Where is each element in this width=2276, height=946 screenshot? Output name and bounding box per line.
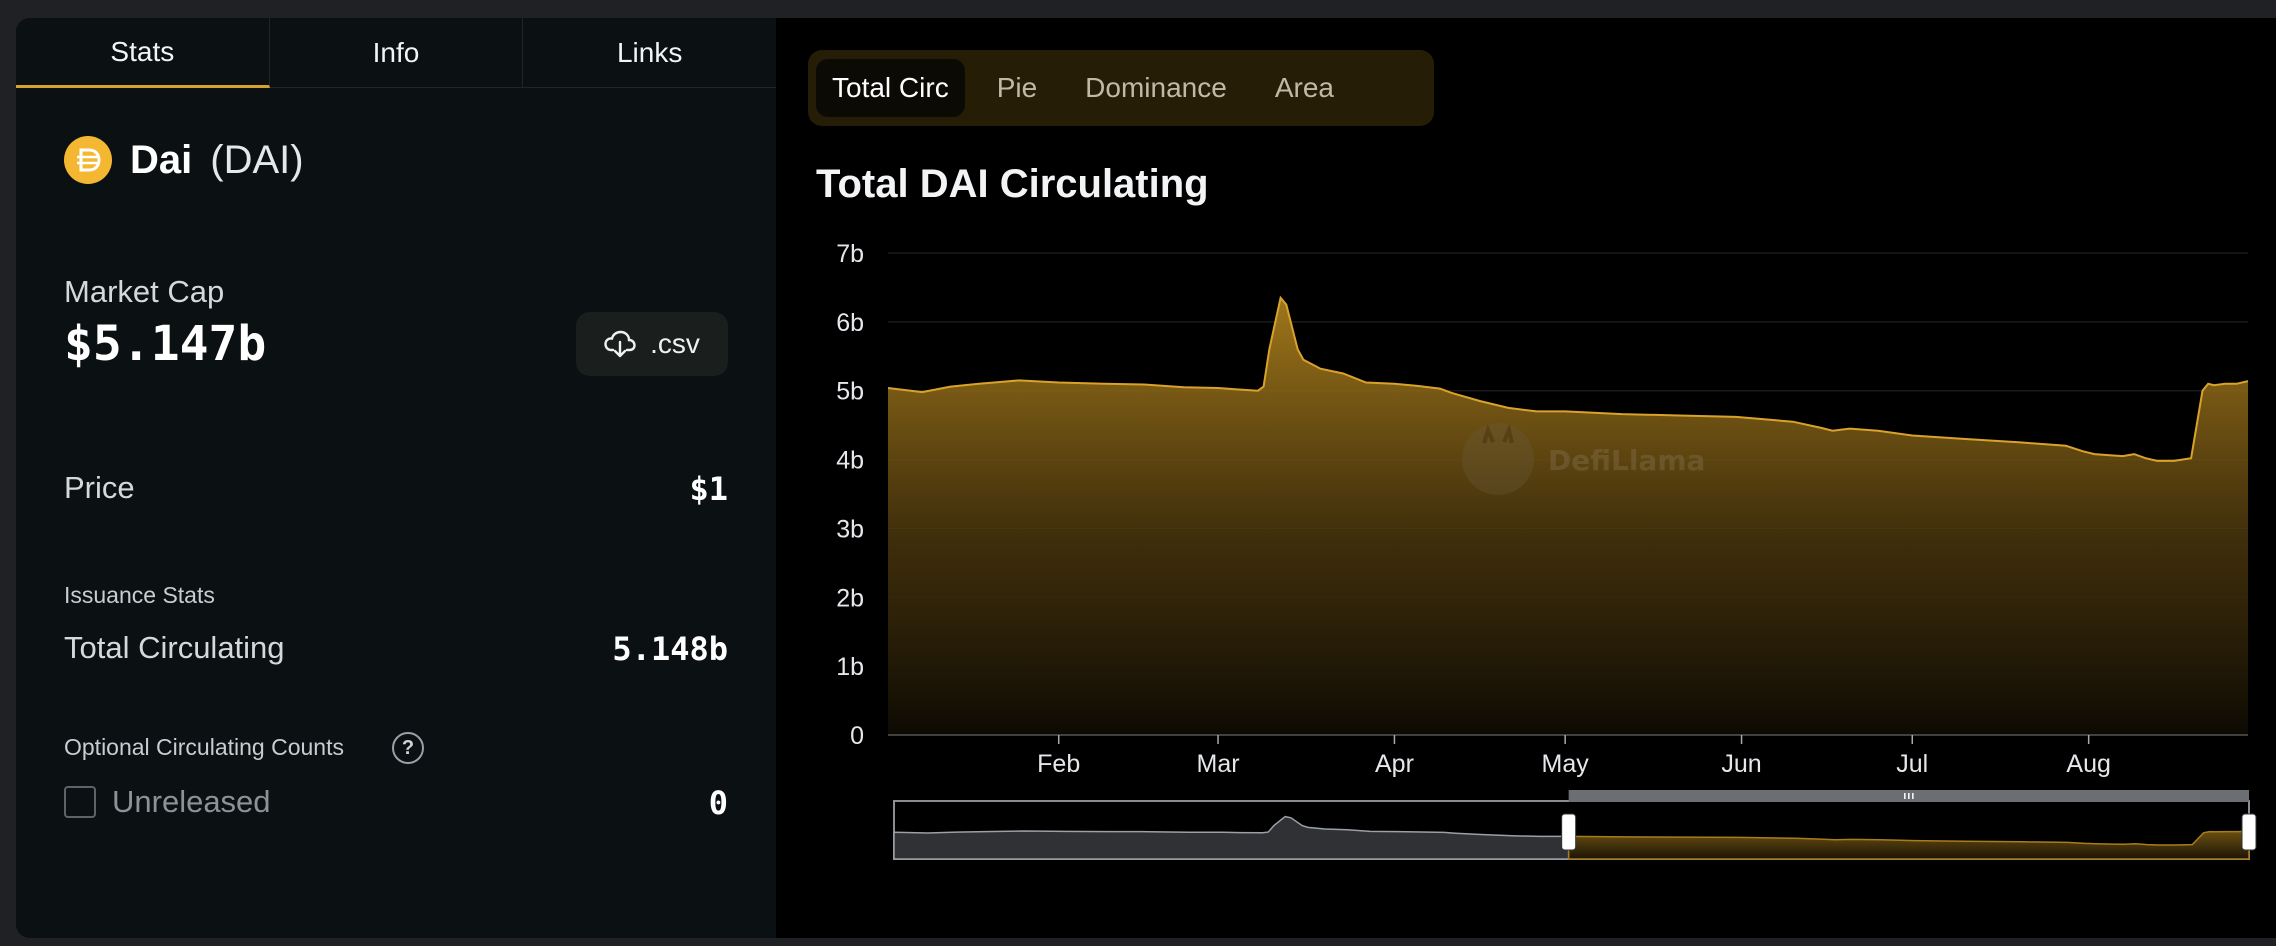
tab-links[interactable]: Links (523, 18, 777, 88)
app-frame: Stats Info Links Dai (DAI) Market Cap $5… (16, 18, 2276, 938)
issuance-stats-label: Issuance Stats (64, 582, 215, 608)
chart-panel: Total Circ Pie Dominance Area Total DAI … (776, 18, 2276, 938)
brush-selected-area (1567, 830, 2250, 860)
x-tick-label: Jun (1721, 750, 1761, 778)
y-tick-label: 6b (836, 309, 864, 337)
market-cap-label: Market Cap (64, 274, 225, 309)
y-axis: 0 1b 2b 3b 4b 5b 6b 7b (836, 240, 864, 750)
download-csv-button[interactable]: .csv (576, 312, 728, 376)
y-tick-label: 5b (836, 378, 864, 406)
tab-info[interactable]: Info (269, 18, 524, 88)
total-circulating-label: Total Circulating (64, 630, 285, 665)
y-tick-label: 2b (836, 584, 864, 612)
defillama-watermark: DefiLlama (1462, 423, 1705, 495)
tab-area[interactable]: Area (1274, 72, 1334, 103)
tab-stats[interactable]: Stats (16, 18, 270, 88)
circulating-area (888, 297, 2248, 735)
brush-handle-right[interactable] (2241, 813, 2257, 851)
y-tick-label: 0 (850, 722, 864, 750)
chart-title: Total DAI Circulating (816, 162, 1209, 206)
help-icon[interactable]: ? (392, 732, 424, 764)
csv-label: .csv (650, 328, 700, 359)
y-tick-label: 3b (836, 515, 864, 543)
tab-pie[interactable]: Pie (996, 72, 1038, 103)
total-circulating-value: 5.148b (612, 630, 728, 668)
x-tick-label: Jul (1896, 750, 1928, 778)
range-selector[interactable] (893, 790, 2257, 860)
x-tick-label: Aug (2066, 750, 2110, 778)
price-value: $1 (689, 470, 728, 508)
x-tick-label: Mar (1197, 750, 1240, 778)
circulating-line (887, 295, 2249, 462)
stats-panel: Stats Info Links Dai (DAI) Market Cap $5… (16, 18, 777, 938)
brush-handle-left[interactable] (1561, 813, 1577, 851)
x-tick-label: May (1542, 750, 1590, 778)
circulating-chart: 0 1b 2b 3b 4b 5b 6b 7b DefiLlama Feb Mar Apr May Ju… (836, 240, 2257, 860)
coin-header: Dai (DAI) (64, 136, 304, 184)
unreleased-label: Unreleased (112, 784, 271, 819)
x-tick-label: Feb (1037, 750, 1080, 778)
download-cloud-icon (604, 330, 636, 358)
y-tick-label: 7b (836, 240, 864, 268)
brush-grip-icon (1904, 793, 1914, 799)
market-cap-value: $5.147b (64, 316, 267, 372)
dai-icon (64, 136, 112, 184)
y-tick-label: 4b (836, 447, 864, 475)
optional-counts-label: Optional Circulating Counts (64, 734, 344, 760)
tab-dominance[interactable]: Dominance (1085, 72, 1227, 103)
coin-name: Dai (130, 137, 193, 182)
x-tick-label: Apr (1375, 750, 1414, 778)
unreleased-value: 0 (708, 784, 728, 822)
coin-symbol: (DAI) (210, 137, 304, 182)
panel-tabs: Stats Info Links (16, 18, 777, 88)
tab-total-circ[interactable]: Total Circ (816, 59, 965, 117)
y-tick-label: 1b (836, 653, 864, 681)
x-axis: Feb Mar Apr May Jun Jul Aug (1037, 735, 2111, 778)
brush-unselected-area (893, 815, 1570, 860)
chart-type-tabs: Total Circ Pie Dominance Area (808, 50, 1434, 126)
unreleased-checkbox[interactable] (64, 786, 96, 818)
watermark-text: DefiLlama (1548, 444, 1705, 477)
price-label: Price (64, 470, 135, 505)
